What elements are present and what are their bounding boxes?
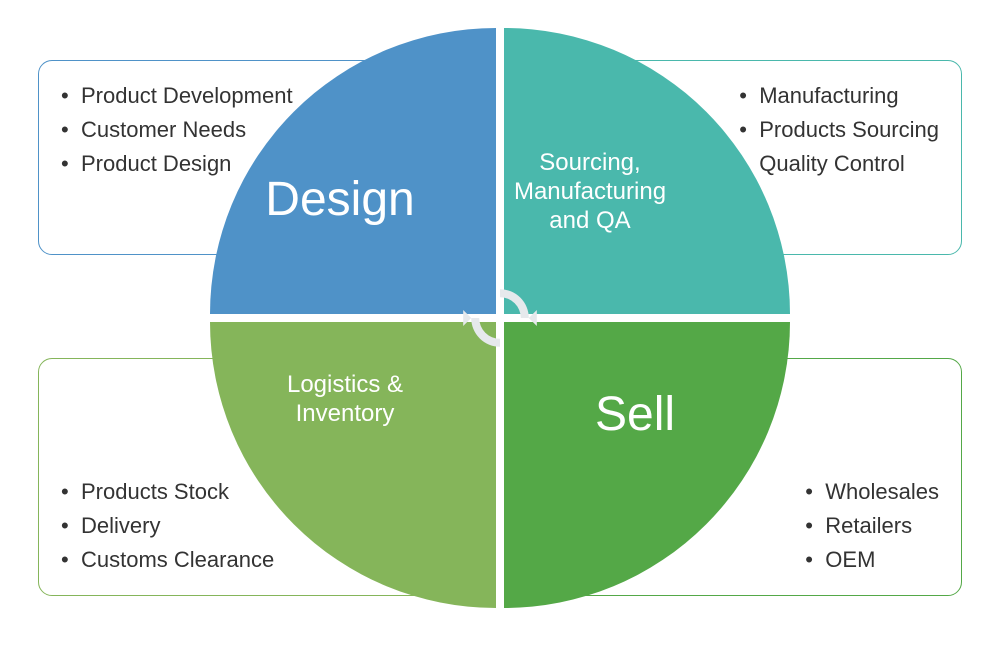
quadrant-label-logistics: Logistics & Inventory	[287, 371, 403, 429]
list-item: OEM	[805, 543, 939, 577]
quadrant-logistics	[210, 322, 496, 608]
quadrant-sell	[504, 322, 790, 608]
cycle-circle	[210, 28, 790, 608]
quadrant-label-design: Design	[265, 171, 414, 229]
quadrant-label-sourcing: Sourcing, Manufacturing and QA	[514, 149, 666, 235]
diagram-stage: Product Development Customer Needs Produ…	[0, 0, 1000, 659]
list-item: Retailers	[805, 509, 939, 543]
bullet-list: Wholesales Retailers OEM	[805, 475, 939, 577]
quadrant-label-sell: Sell	[595, 386, 675, 444]
list-item: Wholesales	[805, 475, 939, 509]
